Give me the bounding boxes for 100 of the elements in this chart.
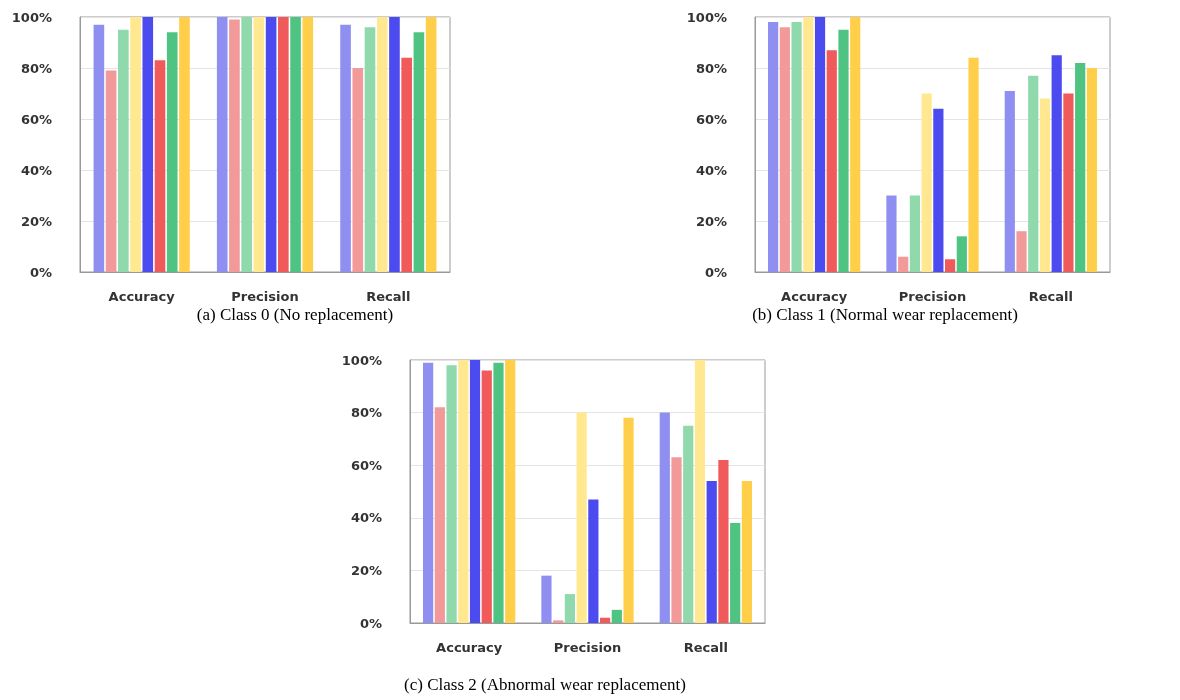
- y-tick-label: 60%: [695, 111, 727, 127]
- bar: [1004, 90, 1015, 272]
- bar: [389, 17, 400, 272]
- bar: [683, 425, 694, 623]
- bar: [105, 70, 117, 272]
- x-tick-label: Recall: [1028, 289, 1073, 304]
- bar: [142, 17, 154, 272]
- bar: [166, 32, 178, 272]
- bar: [1028, 75, 1039, 272]
- bar: [909, 195, 921, 272]
- bar: [493, 362, 504, 623]
- bar: [1075, 62, 1086, 272]
- y-tick-label: 100%: [686, 9, 727, 25]
- bar: [814, 17, 826, 272]
- bar: [886, 195, 897, 272]
- bar: [706, 480, 717, 623]
- bar: [130, 17, 141, 272]
- bar: [803, 17, 814, 272]
- bar: [541, 575, 552, 623]
- bar: [968, 57, 979, 272]
- x-tick-label: Precision: [553, 640, 622, 655]
- x-tick-label: Recall: [683, 640, 728, 655]
- bar: [1039, 98, 1051, 272]
- y-tick-label: 40%: [20, 162, 52, 178]
- bar: [850, 17, 861, 272]
- bar: [944, 259, 956, 272]
- x-tick-label: Precision: [898, 289, 967, 304]
- y-tick-label: 80%: [350, 405, 382, 421]
- bar: [481, 370, 492, 623]
- bar: [352, 68, 364, 272]
- bar: [671, 457, 682, 623]
- x-tick-label: Recall: [366, 289, 411, 304]
- bar: [364, 27, 376, 272]
- bar: [179, 17, 190, 272]
- bar: [1063, 93, 1074, 272]
- bar: [933, 108, 944, 272]
- bar: [599, 617, 611, 623]
- bar: [588, 499, 599, 623]
- bar: [340, 24, 351, 272]
- bar: [718, 459, 729, 623]
- bar: [564, 594, 576, 623]
- bar: [826, 50, 837, 272]
- bar: [576, 412, 587, 623]
- y-tick-label: 0%: [29, 264, 52, 280]
- x-tick-label: Precision: [231, 289, 299, 304]
- bar: [118, 29, 129, 272]
- y-tick-label: 40%: [350, 510, 382, 526]
- bar: [694, 360, 706, 623]
- y-tick-label: 20%: [695, 213, 727, 229]
- bar: [956, 236, 967, 272]
- bar: [921, 93, 932, 272]
- bar: [623, 417, 634, 623]
- y-tick-label: 100%: [11, 9, 52, 25]
- bar: [741, 480, 752, 623]
- bar: [553, 620, 564, 623]
- bar: [791, 22, 802, 272]
- bar: [278, 17, 289, 272]
- y-tick-label: 80%: [695, 60, 727, 76]
- bar: [446, 365, 457, 623]
- bar: [898, 256, 909, 272]
- bar: [229, 19, 240, 272]
- y-tick-label: 60%: [20, 111, 52, 127]
- bar: [458, 360, 469, 623]
- bar: [505, 360, 516, 623]
- bar: [434, 407, 445, 623]
- bar: [376, 17, 388, 272]
- bar: [423, 362, 434, 623]
- text: (b) Class 1 (Normal wear replacement): [752, 305, 1018, 324]
- bar: [659, 412, 670, 623]
- bar: [302, 17, 314, 272]
- y-tick-label: 0%: [704, 264, 727, 280]
- y-tick-label: 20%: [350, 562, 382, 578]
- bar: [154, 60, 166, 272]
- bar: [469, 360, 481, 623]
- text: (a) Class 0 (No replacement): [196, 305, 394, 324]
- bar: [425, 17, 437, 272]
- x-tick-label: Accuracy: [781, 289, 848, 304]
- bar: [265, 17, 277, 272]
- bar: [838, 29, 849, 272]
- y-tick-label: 0%: [359, 615, 382, 631]
- bar: [611, 609, 622, 623]
- bar: [93, 24, 105, 272]
- bar: [401, 57, 412, 272]
- bar: [216, 17, 228, 272]
- bar: [413, 32, 425, 272]
- x-tick-label: Accuracy: [436, 640, 503, 655]
- bar: [768, 22, 779, 272]
- bar: [241, 17, 252, 272]
- bar: [290, 17, 301, 272]
- bar: [779, 27, 790, 272]
- bar: [1016, 231, 1027, 272]
- bar: [1086, 68, 1097, 272]
- x-tick-label: Accuracy: [108, 289, 176, 304]
- y-tick-label: 80%: [20, 60, 52, 76]
- y-tick-label: 40%: [695, 162, 727, 178]
- y-tick-label: 100%: [341, 352, 382, 368]
- text: (c) Class 2 (Abnormal wear replacement): [404, 675, 686, 694]
- bar: [730, 523, 741, 623]
- y-tick-label: 60%: [350, 457, 382, 473]
- bar: [1051, 55, 1062, 272]
